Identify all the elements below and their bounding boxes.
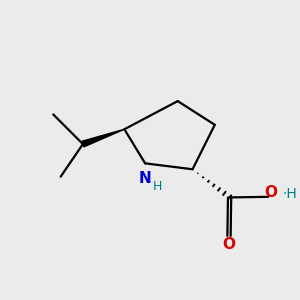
Text: ·H: ·H <box>283 187 298 201</box>
Text: H: H <box>153 180 162 193</box>
Text: O: O <box>223 237 236 252</box>
Text: N: N <box>139 171 152 186</box>
Text: O: O <box>265 185 278 200</box>
Polygon shape <box>82 129 124 147</box>
